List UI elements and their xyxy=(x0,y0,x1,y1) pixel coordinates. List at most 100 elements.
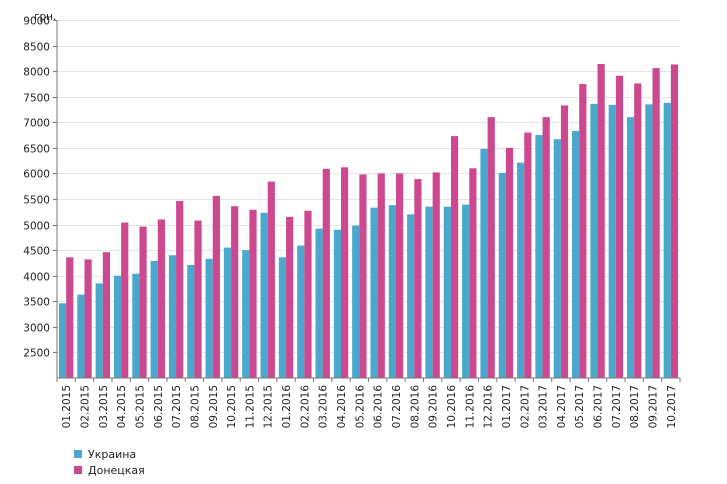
legend: Украина Донецкая xyxy=(74,446,145,478)
grid xyxy=(57,20,680,353)
x-tick-label: 07.2015 xyxy=(171,385,183,428)
x-tick-label: 03.2017 xyxy=(538,385,550,428)
bars xyxy=(58,63,679,379)
bar-ukraine xyxy=(553,139,561,378)
x-tick-label: 01.2017 xyxy=(501,385,513,428)
bar-donetsk xyxy=(542,117,550,379)
legend-swatch-donetsk xyxy=(74,466,82,474)
x-tick-label: 09.2016 xyxy=(428,385,440,429)
bar-ukraine xyxy=(443,206,451,378)
bar-ukraine xyxy=(608,104,616,379)
bar-donetsk xyxy=(286,216,294,378)
bar-donetsk xyxy=(304,210,312,378)
bar-ukraine xyxy=(663,102,671,378)
bar-ukraine xyxy=(425,206,433,378)
y-tick-label: 2500 xyxy=(23,348,50,360)
bar-donetsk xyxy=(322,168,330,378)
bar-donetsk xyxy=(652,68,660,378)
x-tick-label: 10.2016 xyxy=(446,385,458,429)
legend-label-ukraine: Украина xyxy=(88,447,137,461)
bar-ukraine xyxy=(187,264,195,378)
bar-donetsk xyxy=(157,219,165,378)
x-tick-label: 12.2016 xyxy=(483,385,495,429)
x-tick-label: 02.2015 xyxy=(79,385,91,428)
x-tick-label: 12.2015 xyxy=(263,385,275,428)
x-tick-label: 08.2017 xyxy=(629,385,641,428)
x-tick-label: 02.2016 xyxy=(299,385,311,429)
bar-donetsk xyxy=(469,168,477,378)
y-tick-label: 4500 xyxy=(23,246,50,258)
x-tick-label: 10.2017 xyxy=(666,385,678,428)
bar-ukraine xyxy=(590,103,598,379)
bar-ukraine xyxy=(370,207,378,378)
y-tick-label: 6500 xyxy=(23,144,50,156)
x-tick-label: 11.2016 xyxy=(464,385,476,429)
bar-donetsk xyxy=(579,83,587,379)
bar-donetsk xyxy=(505,147,514,378)
legend-item-ukraine: Украина xyxy=(74,446,145,462)
bar-donetsk xyxy=(212,195,220,378)
y-tick-label: 9000 xyxy=(23,16,50,28)
bar-ukraine xyxy=(260,212,268,378)
bar-donetsk xyxy=(102,252,111,378)
bar-donetsk xyxy=(176,201,184,378)
bar-ukraine xyxy=(77,294,85,378)
bar-ukraine xyxy=(223,247,232,378)
bar-donetsk xyxy=(84,259,92,378)
x-tick-label: 01.2016 xyxy=(281,385,293,429)
bar-ukraine xyxy=(535,135,543,378)
bar-ukraine xyxy=(407,214,415,378)
x-tick-label: 03.2015 xyxy=(98,385,110,428)
legend-swatch-ukraine xyxy=(74,450,82,458)
bar-ukraine xyxy=(517,162,525,378)
x-tick-label: 07.2017 xyxy=(611,385,623,428)
bar-donetsk xyxy=(66,257,74,378)
bar-donetsk xyxy=(450,136,459,378)
bar-donetsk xyxy=(249,209,257,378)
x-tick-label: 05.2015 xyxy=(134,385,146,428)
bar-donetsk xyxy=(414,179,422,378)
x-tick-label: 06.2016 xyxy=(373,385,385,429)
bar-ukraine xyxy=(645,104,653,378)
x-tick-label: 06.2015 xyxy=(153,385,165,428)
y-tick-label: 6000 xyxy=(23,169,50,181)
bar-donetsk xyxy=(597,63,605,378)
bar-donetsk xyxy=(139,226,147,378)
bar-ukraine xyxy=(626,117,635,379)
y-tick-label: 8000 xyxy=(23,67,50,79)
y-tick-label: 7500 xyxy=(23,93,50,105)
y-tick-label: 3000 xyxy=(23,323,50,335)
x-tick-label: 09.2015 xyxy=(208,385,220,428)
bar-donetsk xyxy=(194,220,202,378)
bar-donetsk xyxy=(432,172,440,378)
y-tick-label: 4000 xyxy=(23,272,50,284)
x-tick-label: 11.2015 xyxy=(244,385,256,428)
bar-donetsk xyxy=(341,167,349,378)
bar-ukraine xyxy=(113,275,122,378)
bar-ukraine xyxy=(168,255,177,378)
x-tick-label: 04.2015 xyxy=(116,385,128,428)
y-unit-label: грн. xyxy=(34,11,56,23)
x-tick-label: 10.2015 xyxy=(226,385,238,428)
bar-ukraine xyxy=(297,245,305,378)
bar-ukraine xyxy=(480,148,488,378)
legend-label-donetsk: Донецкая xyxy=(88,463,145,477)
x-tick-label: 09.2017 xyxy=(648,385,660,428)
bar-donetsk xyxy=(487,117,495,379)
x-tick-label: 04.2016 xyxy=(336,385,348,429)
bar-ukraine xyxy=(132,273,140,378)
x-tick-label: 06.2017 xyxy=(593,385,605,428)
bar-ukraine xyxy=(388,205,396,378)
bar-donetsk xyxy=(359,174,367,378)
y-tick-labels: 2500 3000 3500 4000 4500 5000 5500 6000 6500 7000… xyxy=(23,16,57,360)
x-tick-label: 08.2016 xyxy=(409,385,421,429)
bar-ukraine xyxy=(462,204,470,378)
x-tick-label: 01.2015 xyxy=(61,385,73,428)
bar-ukraine xyxy=(150,260,158,378)
bar-ukraine xyxy=(315,228,323,378)
bar-ukraine xyxy=(58,303,67,378)
bar-ukraine xyxy=(242,250,250,378)
bar-donetsk xyxy=(121,222,129,378)
x-tick-label: 02.2017 xyxy=(519,385,531,428)
